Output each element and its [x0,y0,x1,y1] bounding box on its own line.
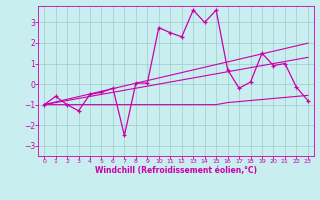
X-axis label: Windchill (Refroidissement éolien,°C): Windchill (Refroidissement éolien,°C) [95,166,257,175]
